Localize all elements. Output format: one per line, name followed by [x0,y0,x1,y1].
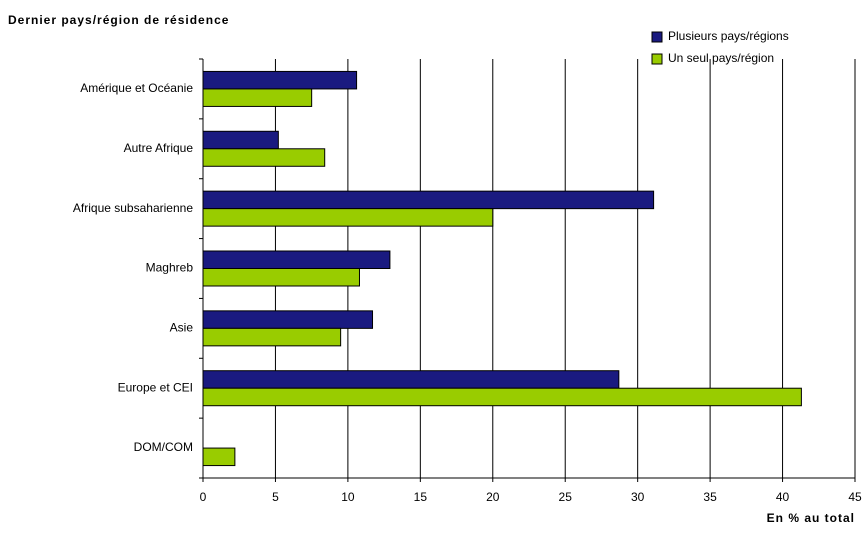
legend-label: Un seul pays/région [668,51,774,65]
y-tick-label: Maghreb [146,261,194,275]
x-tick-label: 30 [631,490,645,504]
chart-title: Dernier pays/région de résidence [8,13,229,27]
x-tick-label: 0 [200,490,207,504]
x-axis-label: En % au total [767,511,855,525]
y-tick-label: Amérique et Océanie [80,81,193,95]
bar [202,250,391,269]
bar [202,208,494,227]
y-tick-label: Europe et CEI [118,380,193,394]
y-tick-label: DOM/COM [134,440,193,454]
bar [202,327,342,347]
bar [202,447,236,467]
legend-label: Plusieurs pays/régions [668,29,789,43]
bar [202,310,374,329]
bar [202,190,655,210]
x-tick-label: 25 [559,490,573,504]
y-tick-label: Autre Afrique [124,141,194,155]
x-tick-label: 15 [414,490,428,504]
bar [202,130,279,150]
legend-swatch [651,53,663,65]
bar [202,148,326,167]
bar [202,268,360,287]
bar [202,88,313,107]
x-tick-label: 5 [272,490,279,504]
bar [202,70,358,90]
x-tick-label: 35 [703,490,717,504]
bar [202,370,620,389]
x-tick-label: 45 [848,490,862,504]
y-tick-label: Afrique subsaharienne [73,201,193,215]
x-tick-label: 40 [776,490,790,504]
legend-swatch [651,31,663,43]
y-tick-label: Asie [170,321,194,335]
bar [202,387,802,407]
x-tick-label: 10 [341,490,355,504]
x-tick-label: 20 [486,490,500,504]
